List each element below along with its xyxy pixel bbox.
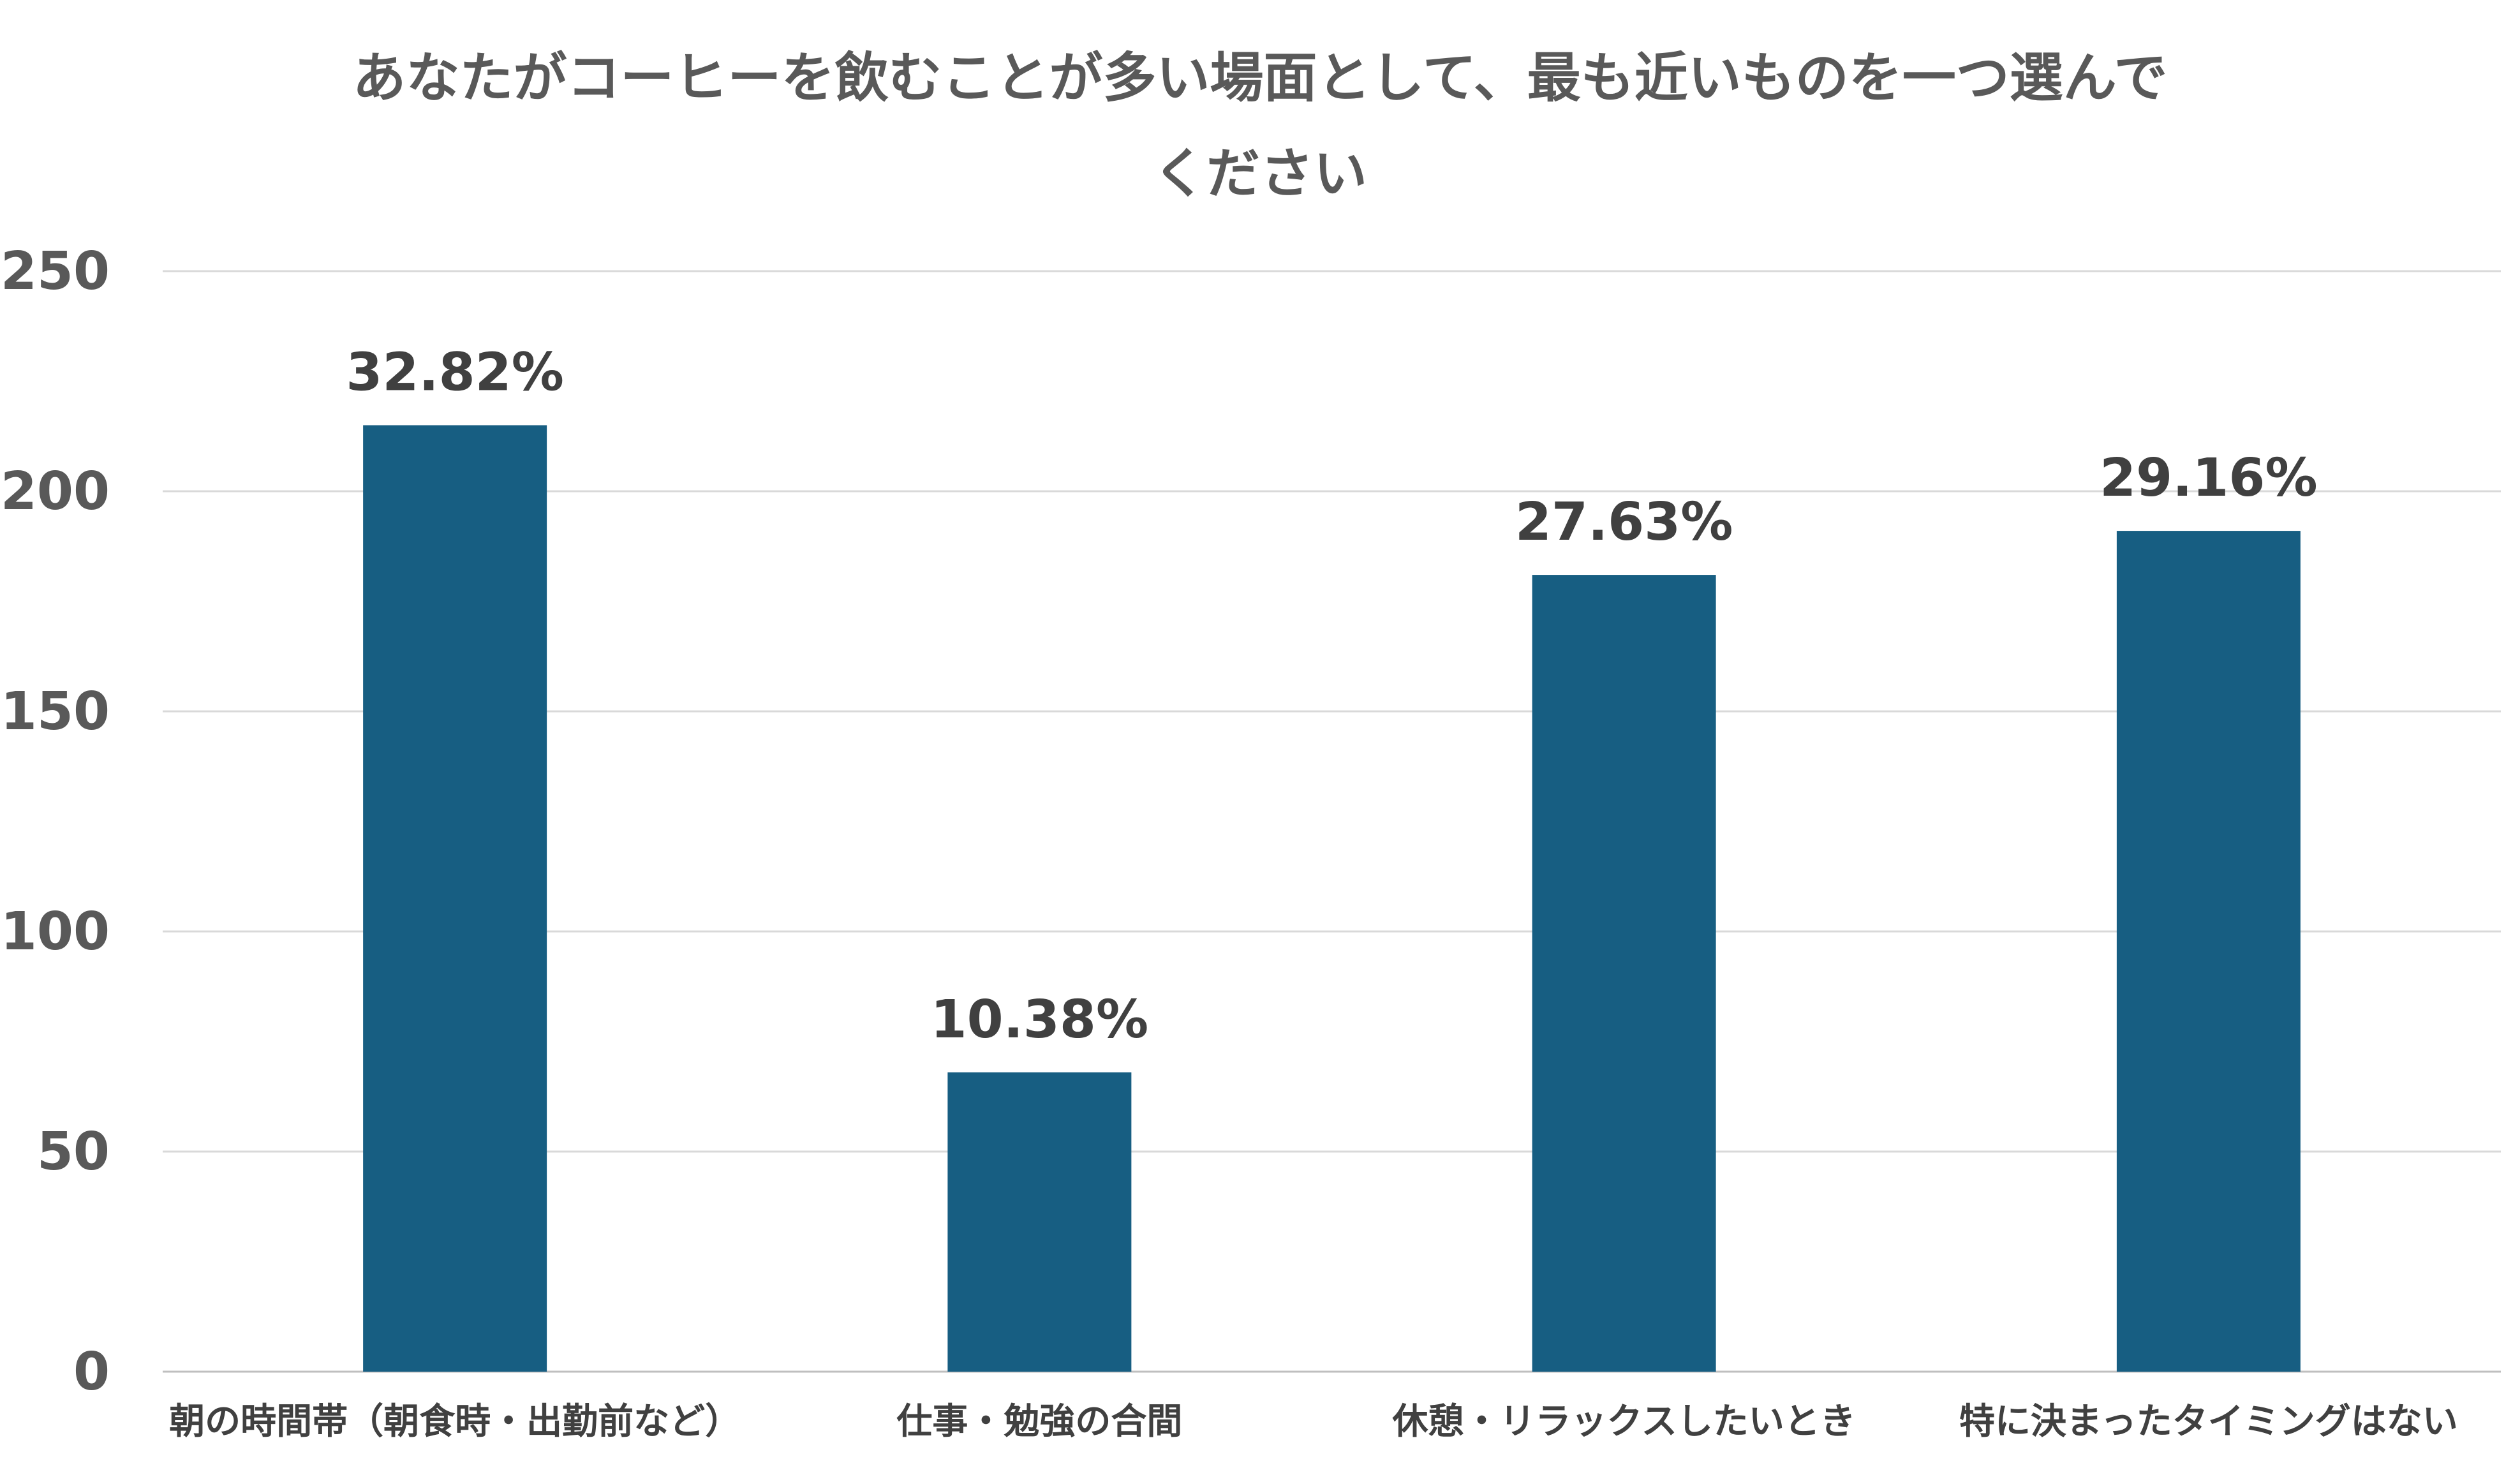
x-tick-label: 特に決まったタイミングはない (1959, 1401, 2458, 1442)
y-tick-label: 250 (1, 241, 110, 302)
y-tick-label: 200 (1, 461, 110, 522)
x-tick-label: 仕事・勉強の合間 (896, 1401, 1182, 1442)
y-tick-label: 150 (1, 681, 110, 742)
y-tick-label: 100 (1, 901, 110, 962)
data-label: 10.38% (931, 990, 1149, 1050)
data-label: 27.63% (1515, 492, 1733, 552)
y-tick-label: 50 (37, 1122, 110, 1182)
bar (2116, 531, 2301, 1372)
chart-title-line-2: ください (1152, 142, 1367, 205)
x-tick-label: 休憩・リラックスしたいとき (1391, 1401, 1855, 1442)
data-label: 32.82% (346, 343, 564, 403)
bar (363, 425, 547, 1372)
x-tick-label: 朝の時間帯（朝食時・出勤前など） (169, 1401, 741, 1442)
chart-title-line-1: あなたがコーヒーを飲むことが多い場面として、最も近いものを一つ選んで (352, 47, 2168, 109)
y-tick-label: 0 (73, 1342, 110, 1402)
bar (1532, 575, 1716, 1372)
bar (947, 1072, 1132, 1372)
data-label: 29.16% (2100, 448, 2318, 508)
